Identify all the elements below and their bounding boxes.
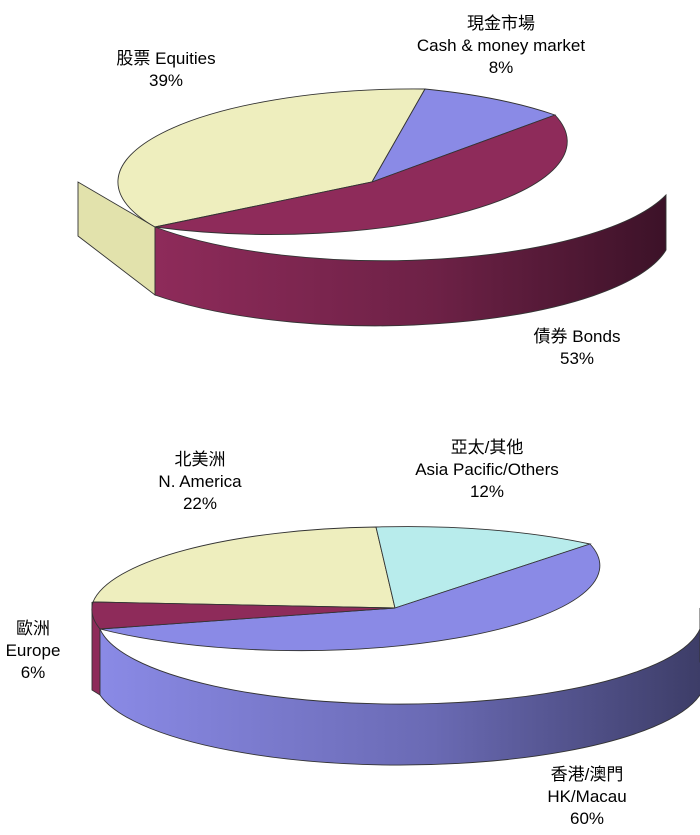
label-en: Asia Pacific/Others <box>415 460 559 479</box>
label-zh: 香港/澳門 <box>550 765 624 784</box>
label-en: Bonds <box>572 327 621 346</box>
label-value: 22% <box>182 494 218 513</box>
pie-slice-equities <box>117 88 426 228</box>
pie-slice-bonds-side <box>154 193 667 327</box>
asset-class-pie <box>77 88 667 327</box>
slice-label-europe: 歐洲 Europe 6% <box>6 618 61 684</box>
geographic-pie <box>91 526 700 766</box>
label-value: 8% <box>488 58 514 77</box>
label-value: 53% <box>559 349 595 368</box>
label-zh: 現金市場 <box>467 14 535 33</box>
pie-slice-bonds <box>154 114 568 235</box>
label-zh: 北美洲 <box>174 450 226 469</box>
slice-label-asia-pacific-others: 亞太/其他 Asia Pacific/Others 12% <box>415 437 559 503</box>
label-zh: 歐洲 <box>15 619 50 638</box>
label-en: Cash & money market <box>416 36 586 55</box>
label-en: Europe <box>5 641 61 660</box>
pie-slice-cash-money-market <box>371 88 557 183</box>
label-value: 39% <box>148 71 184 90</box>
slice-label-n-america: 北美洲 N. America 22% <box>158 449 241 515</box>
label-zh: 股票 <box>116 49 151 68</box>
label-zh: 亞太/其他 <box>450 438 524 457</box>
label-en: Equities <box>155 49 216 68</box>
slice-label-cash-money-market: 現金市場 Cash & money market 8% <box>417 13 585 79</box>
label-value: 12% <box>469 482 505 501</box>
slice-label-equities: 股票 Equities 39% <box>116 48 215 92</box>
pie-slice-hk-macau-side <box>99 608 700 766</box>
label-en: N. America <box>158 472 242 491</box>
label-value: 60% <box>569 809 605 828</box>
pie-slice-hk-macau <box>99 543 601 652</box>
pie-slice-n-america <box>92 526 396 609</box>
pie-slice-europe <box>91 601 396 630</box>
pie-slice-asia-pacific-others <box>375 526 592 609</box>
label-zh: 債券 <box>533 327 568 346</box>
label-en: HK/Macau <box>547 787 627 806</box>
slice-label-bonds: 債券 Bonds 53% <box>534 326 621 370</box>
label-value: 6% <box>20 663 46 682</box>
slice-label-hk-macau: 香港/澳門 HK/Macau 60% <box>547 764 626 830</box>
